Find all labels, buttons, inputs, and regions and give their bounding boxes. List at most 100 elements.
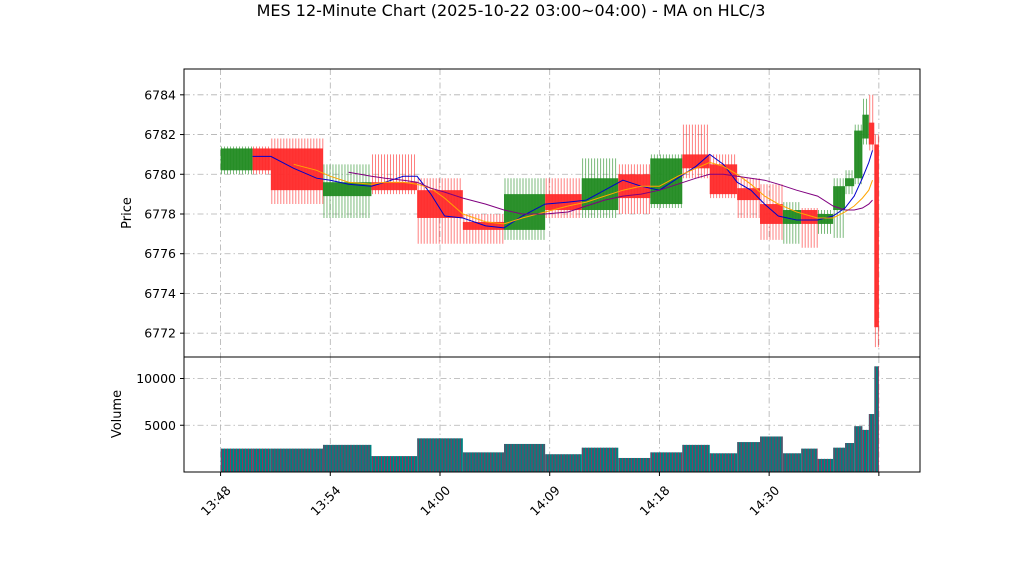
candle-body <box>737 188 760 201</box>
volume-bar-fill <box>252 448 271 472</box>
x-tick-label: 13:48 <box>198 483 234 519</box>
volume-bar <box>854 426 863 472</box>
x-tick-label: 14:00 <box>417 483 453 519</box>
volume-bar <box>817 458 834 472</box>
volume-bar <box>801 448 818 472</box>
volume-bar <box>682 444 710 472</box>
volume-bar <box>417 438 463 472</box>
candle-down <box>874 134 879 348</box>
volume-bar <box>270 448 324 472</box>
price-tick-label: 6784 <box>144 87 176 102</box>
chart-title: MES 12-Minute Chart (2025-10-22 03:00~04… <box>257 1 766 20</box>
candle-up <box>833 178 846 238</box>
volume-tick-label: 5000 <box>144 418 176 433</box>
volume-bar <box>760 436 783 472</box>
volume-bar <box>252 448 271 472</box>
volume-bar-fill <box>504 443 546 472</box>
candle-up <box>845 170 855 195</box>
volume-bars <box>220 366 879 472</box>
candle-body <box>252 148 271 171</box>
x-tick-label: 14:09 <box>527 483 563 519</box>
volume-bar <box>618 457 651 472</box>
candle-body <box>462 221 504 230</box>
candle-down <box>252 146 271 175</box>
candle-body <box>854 130 863 179</box>
x-tick-label: 14:18 <box>637 483 673 519</box>
volume-plot-frame <box>183 356 921 473</box>
candle-up <box>322 164 372 218</box>
volume-bar <box>709 453 738 472</box>
volume-bar <box>650 452 683 472</box>
volume-bar <box>322 444 372 472</box>
candle-body <box>322 182 372 197</box>
volume-bar-fill <box>545 454 582 472</box>
volume-bar-fill <box>782 453 802 472</box>
volume-bar-fill <box>862 429 869 472</box>
price-tick-label: 6772 <box>144 326 176 341</box>
volume-bar <box>874 366 879 472</box>
candle-body <box>220 148 253 171</box>
volume-bar-fill <box>737 442 760 472</box>
volume-bar <box>371 456 418 472</box>
candle-up <box>504 178 546 240</box>
x-tick-label: 13:54 <box>307 483 343 519</box>
candle-body <box>760 204 783 224</box>
moving-average-lines <box>252 150 873 229</box>
candle-down <box>760 184 783 240</box>
volume-bar-fill <box>868 414 875 472</box>
volume-bar <box>462 452 504 472</box>
volume-bar <box>862 429 869 472</box>
volume-axis-label: Volume <box>110 390 125 438</box>
candle-up <box>782 202 802 244</box>
candle-down <box>682 124 710 179</box>
candle-up <box>581 158 619 218</box>
volume-bar-fill <box>760 436 783 472</box>
price-tick-label: 6774 <box>144 286 176 301</box>
volume-bar <box>782 453 802 472</box>
price-tick-label: 6778 <box>144 206 176 221</box>
price-tick-label: 6776 <box>144 246 176 261</box>
volume-bar-fill <box>833 447 846 472</box>
candle-down <box>270 138 324 205</box>
candle-body <box>862 114 869 139</box>
volume-bar-fill <box>801 448 818 472</box>
moving-average-line <box>348 171 873 215</box>
volume-bar-fill <box>270 448 323 472</box>
volume-bar <box>220 448 253 472</box>
candle-body <box>833 186 846 211</box>
moving-average-line <box>252 150 873 229</box>
candle-up <box>862 98 869 145</box>
candle-down <box>618 164 651 214</box>
candle-body <box>709 164 738 195</box>
candle-body <box>845 178 855 187</box>
candle-up <box>220 146 253 175</box>
price-axis-label: Price <box>120 197 135 229</box>
candle-body <box>618 174 651 199</box>
volume-bar <box>545 454 582 472</box>
volume-bar <box>737 442 760 472</box>
candle-up <box>854 124 863 185</box>
volume-bar-fill <box>845 443 855 472</box>
candle-body <box>817 213 834 224</box>
candle-body <box>874 144 879 328</box>
volume-bar <box>845 443 855 472</box>
candle-body <box>868 122 875 145</box>
candle-down <box>371 154 418 195</box>
x-tick-label: 14:30 <box>746 483 782 519</box>
candle-body <box>650 158 683 205</box>
volume-bar <box>833 447 846 472</box>
volume-bar-fill <box>581 447 619 472</box>
candle-body <box>371 182 418 191</box>
volume-bar-fill <box>462 452 504 472</box>
volume-bar-fill <box>682 444 710 472</box>
candle-up <box>817 210 834 234</box>
candle-up <box>650 154 683 209</box>
candle-down <box>462 213 504 244</box>
volume-bar <box>868 414 875 472</box>
volume-tick-label: 10000 <box>136 371 176 386</box>
volume-bar <box>581 447 619 472</box>
candle-body <box>504 194 546 230</box>
candle-down <box>868 94 875 151</box>
price-tick-label: 6782 <box>144 127 176 142</box>
